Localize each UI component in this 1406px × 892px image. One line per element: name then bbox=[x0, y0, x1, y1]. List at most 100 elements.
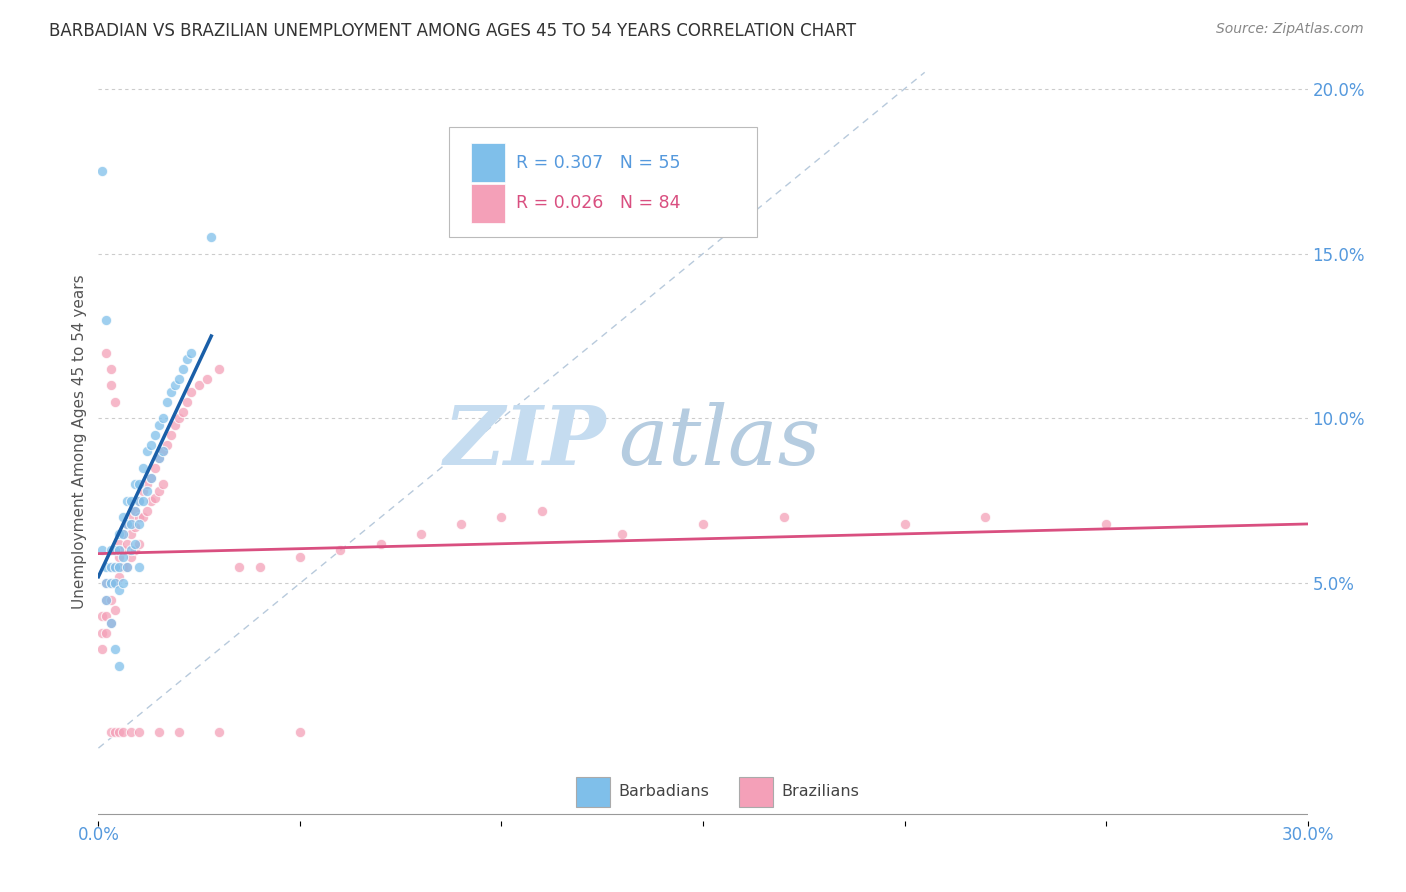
Point bbox=[139, 471, 162, 485]
Point bbox=[148, 450, 170, 465]
Point bbox=[148, 724, 170, 739]
Point bbox=[96, 312, 118, 326]
Point bbox=[124, 537, 146, 551]
Point bbox=[91, 625, 114, 640]
Point bbox=[167, 372, 190, 386]
Point bbox=[111, 526, 134, 541]
Point bbox=[120, 543, 142, 558]
Point bbox=[180, 345, 202, 359]
Point bbox=[163, 418, 186, 433]
Point bbox=[135, 483, 157, 498]
Point bbox=[115, 559, 138, 574]
Point bbox=[103, 642, 125, 657]
Point bbox=[128, 494, 150, 508]
Text: atlas: atlas bbox=[619, 401, 821, 482]
Point bbox=[139, 471, 162, 485]
Point bbox=[450, 516, 472, 531]
Point bbox=[208, 724, 231, 739]
Point bbox=[143, 461, 166, 475]
Point bbox=[132, 510, 155, 524]
Point bbox=[132, 483, 155, 498]
Point bbox=[100, 559, 122, 574]
Point bbox=[143, 428, 166, 442]
Point bbox=[156, 395, 179, 409]
Point bbox=[167, 724, 190, 739]
Point bbox=[180, 385, 202, 400]
Point bbox=[103, 559, 125, 574]
Point bbox=[107, 549, 129, 564]
Point bbox=[124, 543, 146, 558]
Point bbox=[409, 526, 432, 541]
Point bbox=[208, 362, 231, 376]
Point bbox=[103, 395, 125, 409]
FancyBboxPatch shape bbox=[471, 143, 505, 182]
Point bbox=[120, 510, 142, 524]
Point bbox=[128, 494, 150, 508]
Point bbox=[111, 559, 134, 574]
Point bbox=[1095, 516, 1118, 531]
Point bbox=[132, 494, 155, 508]
Point bbox=[288, 549, 311, 564]
Point bbox=[143, 491, 166, 505]
Point bbox=[172, 362, 194, 376]
Point bbox=[124, 504, 146, 518]
Point bbox=[974, 510, 997, 524]
Text: Barbadians: Barbadians bbox=[619, 784, 709, 799]
Point bbox=[139, 438, 162, 452]
FancyBboxPatch shape bbox=[576, 777, 610, 807]
Point bbox=[128, 510, 150, 524]
Point bbox=[107, 543, 129, 558]
Point bbox=[152, 444, 174, 458]
Point bbox=[249, 559, 271, 574]
Point bbox=[103, 559, 125, 574]
Point bbox=[100, 559, 122, 574]
Point bbox=[103, 602, 125, 616]
Point bbox=[135, 477, 157, 491]
Point bbox=[100, 592, 122, 607]
Point bbox=[115, 559, 138, 574]
Point bbox=[111, 724, 134, 739]
Point bbox=[530, 504, 553, 518]
Text: ZIP: ZIP bbox=[444, 401, 606, 482]
Point bbox=[100, 378, 122, 392]
Point bbox=[115, 494, 138, 508]
Text: R = 0.307   N = 55: R = 0.307 N = 55 bbox=[516, 153, 681, 171]
Point bbox=[128, 559, 150, 574]
Point bbox=[491, 510, 513, 524]
Point bbox=[96, 559, 118, 574]
Point bbox=[370, 537, 392, 551]
Point bbox=[96, 592, 118, 607]
Point bbox=[167, 411, 190, 425]
Point bbox=[200, 230, 222, 244]
Point bbox=[160, 385, 183, 400]
Point bbox=[148, 450, 170, 465]
Point bbox=[163, 378, 186, 392]
Y-axis label: Unemployment Among Ages 45 to 54 years: Unemployment Among Ages 45 to 54 years bbox=[72, 274, 87, 609]
Point bbox=[329, 543, 352, 558]
Point bbox=[176, 395, 198, 409]
Point bbox=[107, 724, 129, 739]
Point bbox=[128, 477, 150, 491]
Point bbox=[148, 418, 170, 433]
Point bbox=[893, 516, 915, 531]
Text: BARBADIAN VS BRAZILIAN UNEMPLOYMENT AMONG AGES 45 TO 54 YEARS CORRELATION CHART: BARBADIAN VS BRAZILIAN UNEMPLOYMENT AMON… bbox=[49, 22, 856, 40]
Point bbox=[107, 582, 129, 597]
FancyBboxPatch shape bbox=[740, 777, 773, 807]
Point bbox=[115, 516, 138, 531]
Point bbox=[176, 352, 198, 367]
Point bbox=[120, 724, 142, 739]
Point bbox=[96, 576, 118, 591]
Point bbox=[139, 494, 162, 508]
Point bbox=[120, 494, 142, 508]
FancyBboxPatch shape bbox=[471, 184, 505, 223]
FancyBboxPatch shape bbox=[449, 127, 758, 236]
Text: Brazilians: Brazilians bbox=[782, 784, 859, 799]
Text: Source: ZipAtlas.com: Source: ZipAtlas.com bbox=[1216, 22, 1364, 37]
Point bbox=[107, 526, 129, 541]
Point bbox=[152, 411, 174, 425]
Point bbox=[107, 658, 129, 673]
Point bbox=[772, 510, 794, 524]
Point bbox=[124, 504, 146, 518]
Point bbox=[96, 609, 118, 624]
Point bbox=[96, 625, 118, 640]
